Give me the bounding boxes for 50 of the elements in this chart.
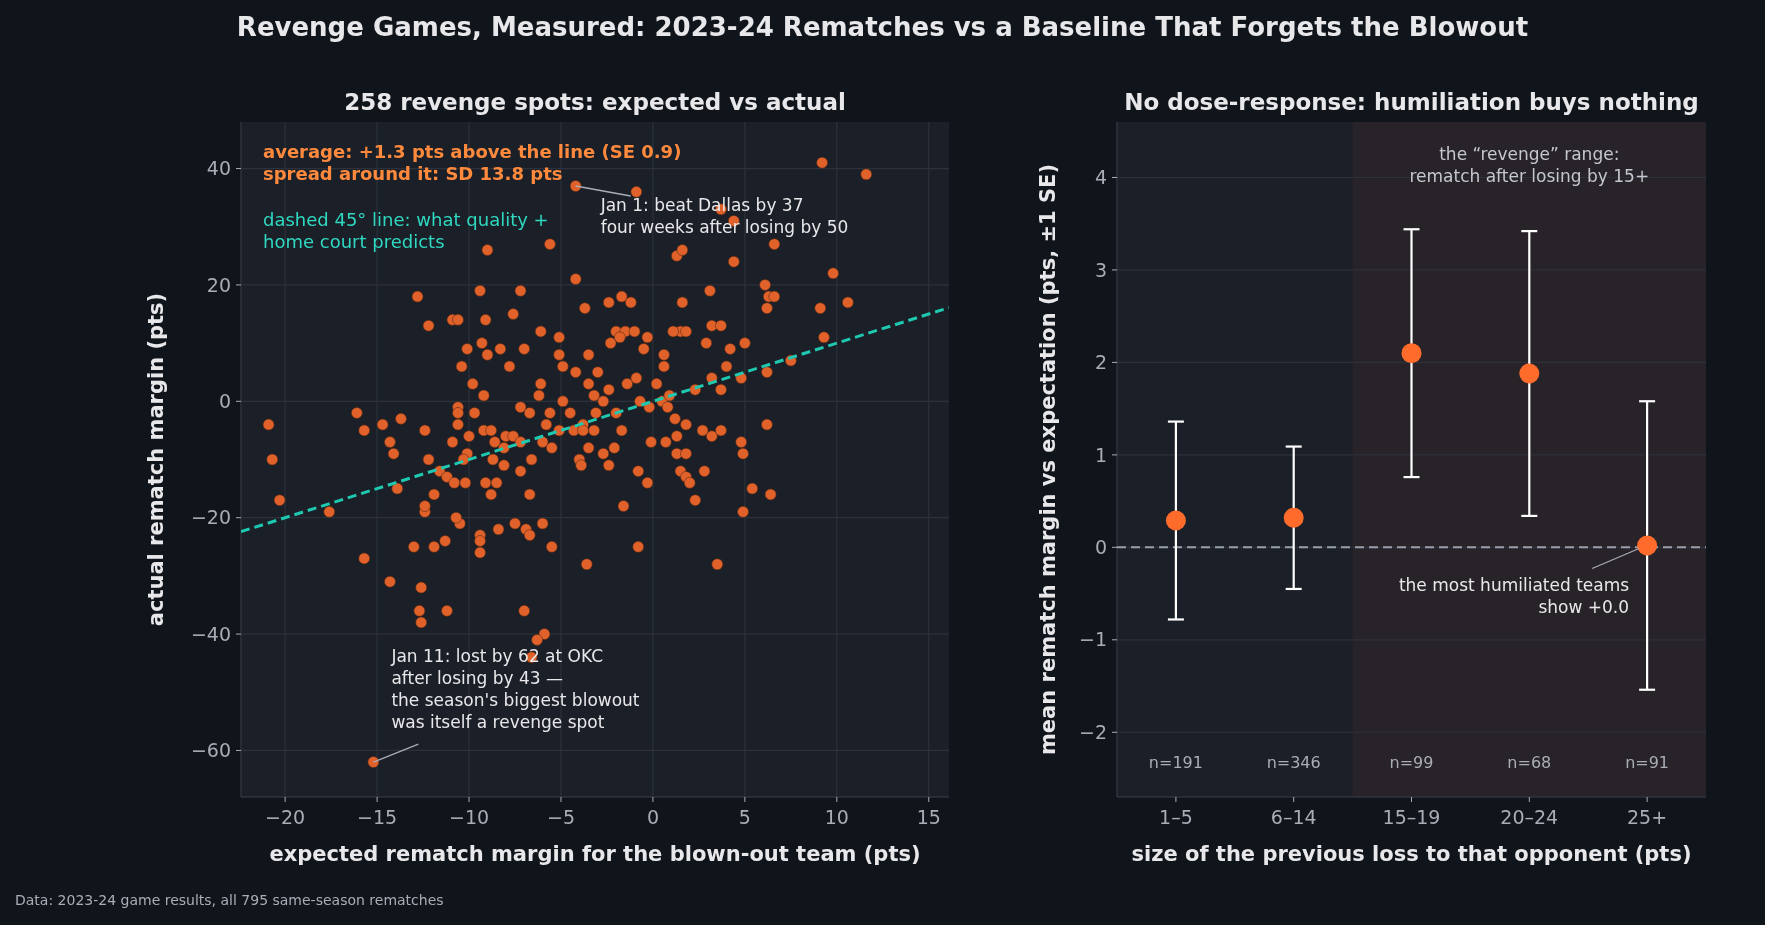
y-tick-label: 0 bbox=[218, 389, 231, 412]
x-tick-label: −20 bbox=[265, 806, 306, 828]
band-label: the “revenge” range: rematch after losing by 15+ bbox=[1409, 144, 1650, 186]
x-tick-label: 6–14 bbox=[1270, 806, 1317, 828]
y-tick-label: −40 bbox=[190, 622, 231, 645]
x-tick-label: 5 bbox=[738, 806, 751, 828]
x-tick-label: 1–5 bbox=[1159, 806, 1193, 828]
text: Data: 2023-24 game results, all 795 same-season rematches bbox=[15, 892, 444, 908]
x-tick-label: −10 bbox=[448, 806, 490, 828]
point bbox=[1165, 510, 1186, 531]
annotation: Jan 11: lost by 62 at OKC after losing by 43 — the season's biggest blowout was itself a revenge spot bbox=[390, 646, 640, 733]
chart-title: Revenge Games, Measured: 2023-24 Rematches vs a Baseline That Forgets the Blowout bbox=[236, 12, 1529, 42]
point bbox=[1283, 507, 1304, 528]
y-tick-label: 1 bbox=[1094, 443, 1107, 466]
y-tick-label: 40 bbox=[206, 157, 231, 180]
y-tick-label: −60 bbox=[190, 739, 231, 762]
y-tick-label: 0 bbox=[1094, 535, 1107, 558]
y-tick-label: −1 bbox=[1078, 628, 1107, 651]
annotation: n=191 bbox=[1148, 752, 1203, 772]
chart-title: No dose-response: humiliation buys nothing bbox=[1124, 89, 1699, 115]
y-tick-label: 20 bbox=[206, 273, 231, 296]
x-tick-label: −5 bbox=[546, 806, 575, 828]
y-axis-title: mean rematch margin vs expectation (pts, ±1 SE) bbox=[1036, 163, 1060, 756]
point bbox=[1401, 343, 1422, 364]
annotation: dashed 45° line: what quality + home court predicts bbox=[263, 209, 549, 252]
point bbox=[1637, 535, 1658, 556]
annotation: n=91 bbox=[1625, 752, 1670, 772]
x-tick-label: 15–19 bbox=[1382, 806, 1441, 828]
point bbox=[1519, 363, 1540, 384]
x-axis-title: size of the previous loss to that opponent (pts) bbox=[1131, 842, 1692, 866]
y-tick-label: −2 bbox=[1078, 720, 1107, 743]
x-tick-label: 25+ bbox=[1627, 806, 1668, 828]
x-tick-label: 0 bbox=[646, 806, 659, 828]
annotation: average: +1.3 pts above the line (SE 0.9) spread around it: SD 13.8 pts bbox=[263, 141, 682, 184]
x-tick-label: 15 bbox=[916, 806, 941, 828]
x-tick-label: 10 bbox=[824, 806, 849, 828]
annotation: n=99 bbox=[1389, 752, 1434, 772]
y-tick-label: −20 bbox=[190, 506, 231, 529]
y-tick-label: 3 bbox=[1094, 258, 1107, 281]
x-axis-title: expected rematch margin for the blown-out team (pts) bbox=[269, 842, 921, 866]
annotation: n=68 bbox=[1507, 752, 1552, 772]
annotation: Jan 1: beat Dallas by 37 four weeks after losing by 50 bbox=[599, 195, 849, 238]
annotation: n=346 bbox=[1266, 752, 1321, 772]
annotation: the most humiliated teams show +0.0 bbox=[1398, 575, 1630, 618]
x-tick-label: −15 bbox=[357, 806, 398, 828]
y-tick-label: 2 bbox=[1094, 351, 1107, 374]
x-tick-label: 20–24 bbox=[1500, 806, 1559, 828]
chart-subtitle: 258 revenge spots: expected vs actual bbox=[344, 89, 846, 115]
y-axis-title: actual rematch margin (pts) bbox=[144, 292, 168, 627]
y-tick-label: 4 bbox=[1094, 166, 1107, 189]
